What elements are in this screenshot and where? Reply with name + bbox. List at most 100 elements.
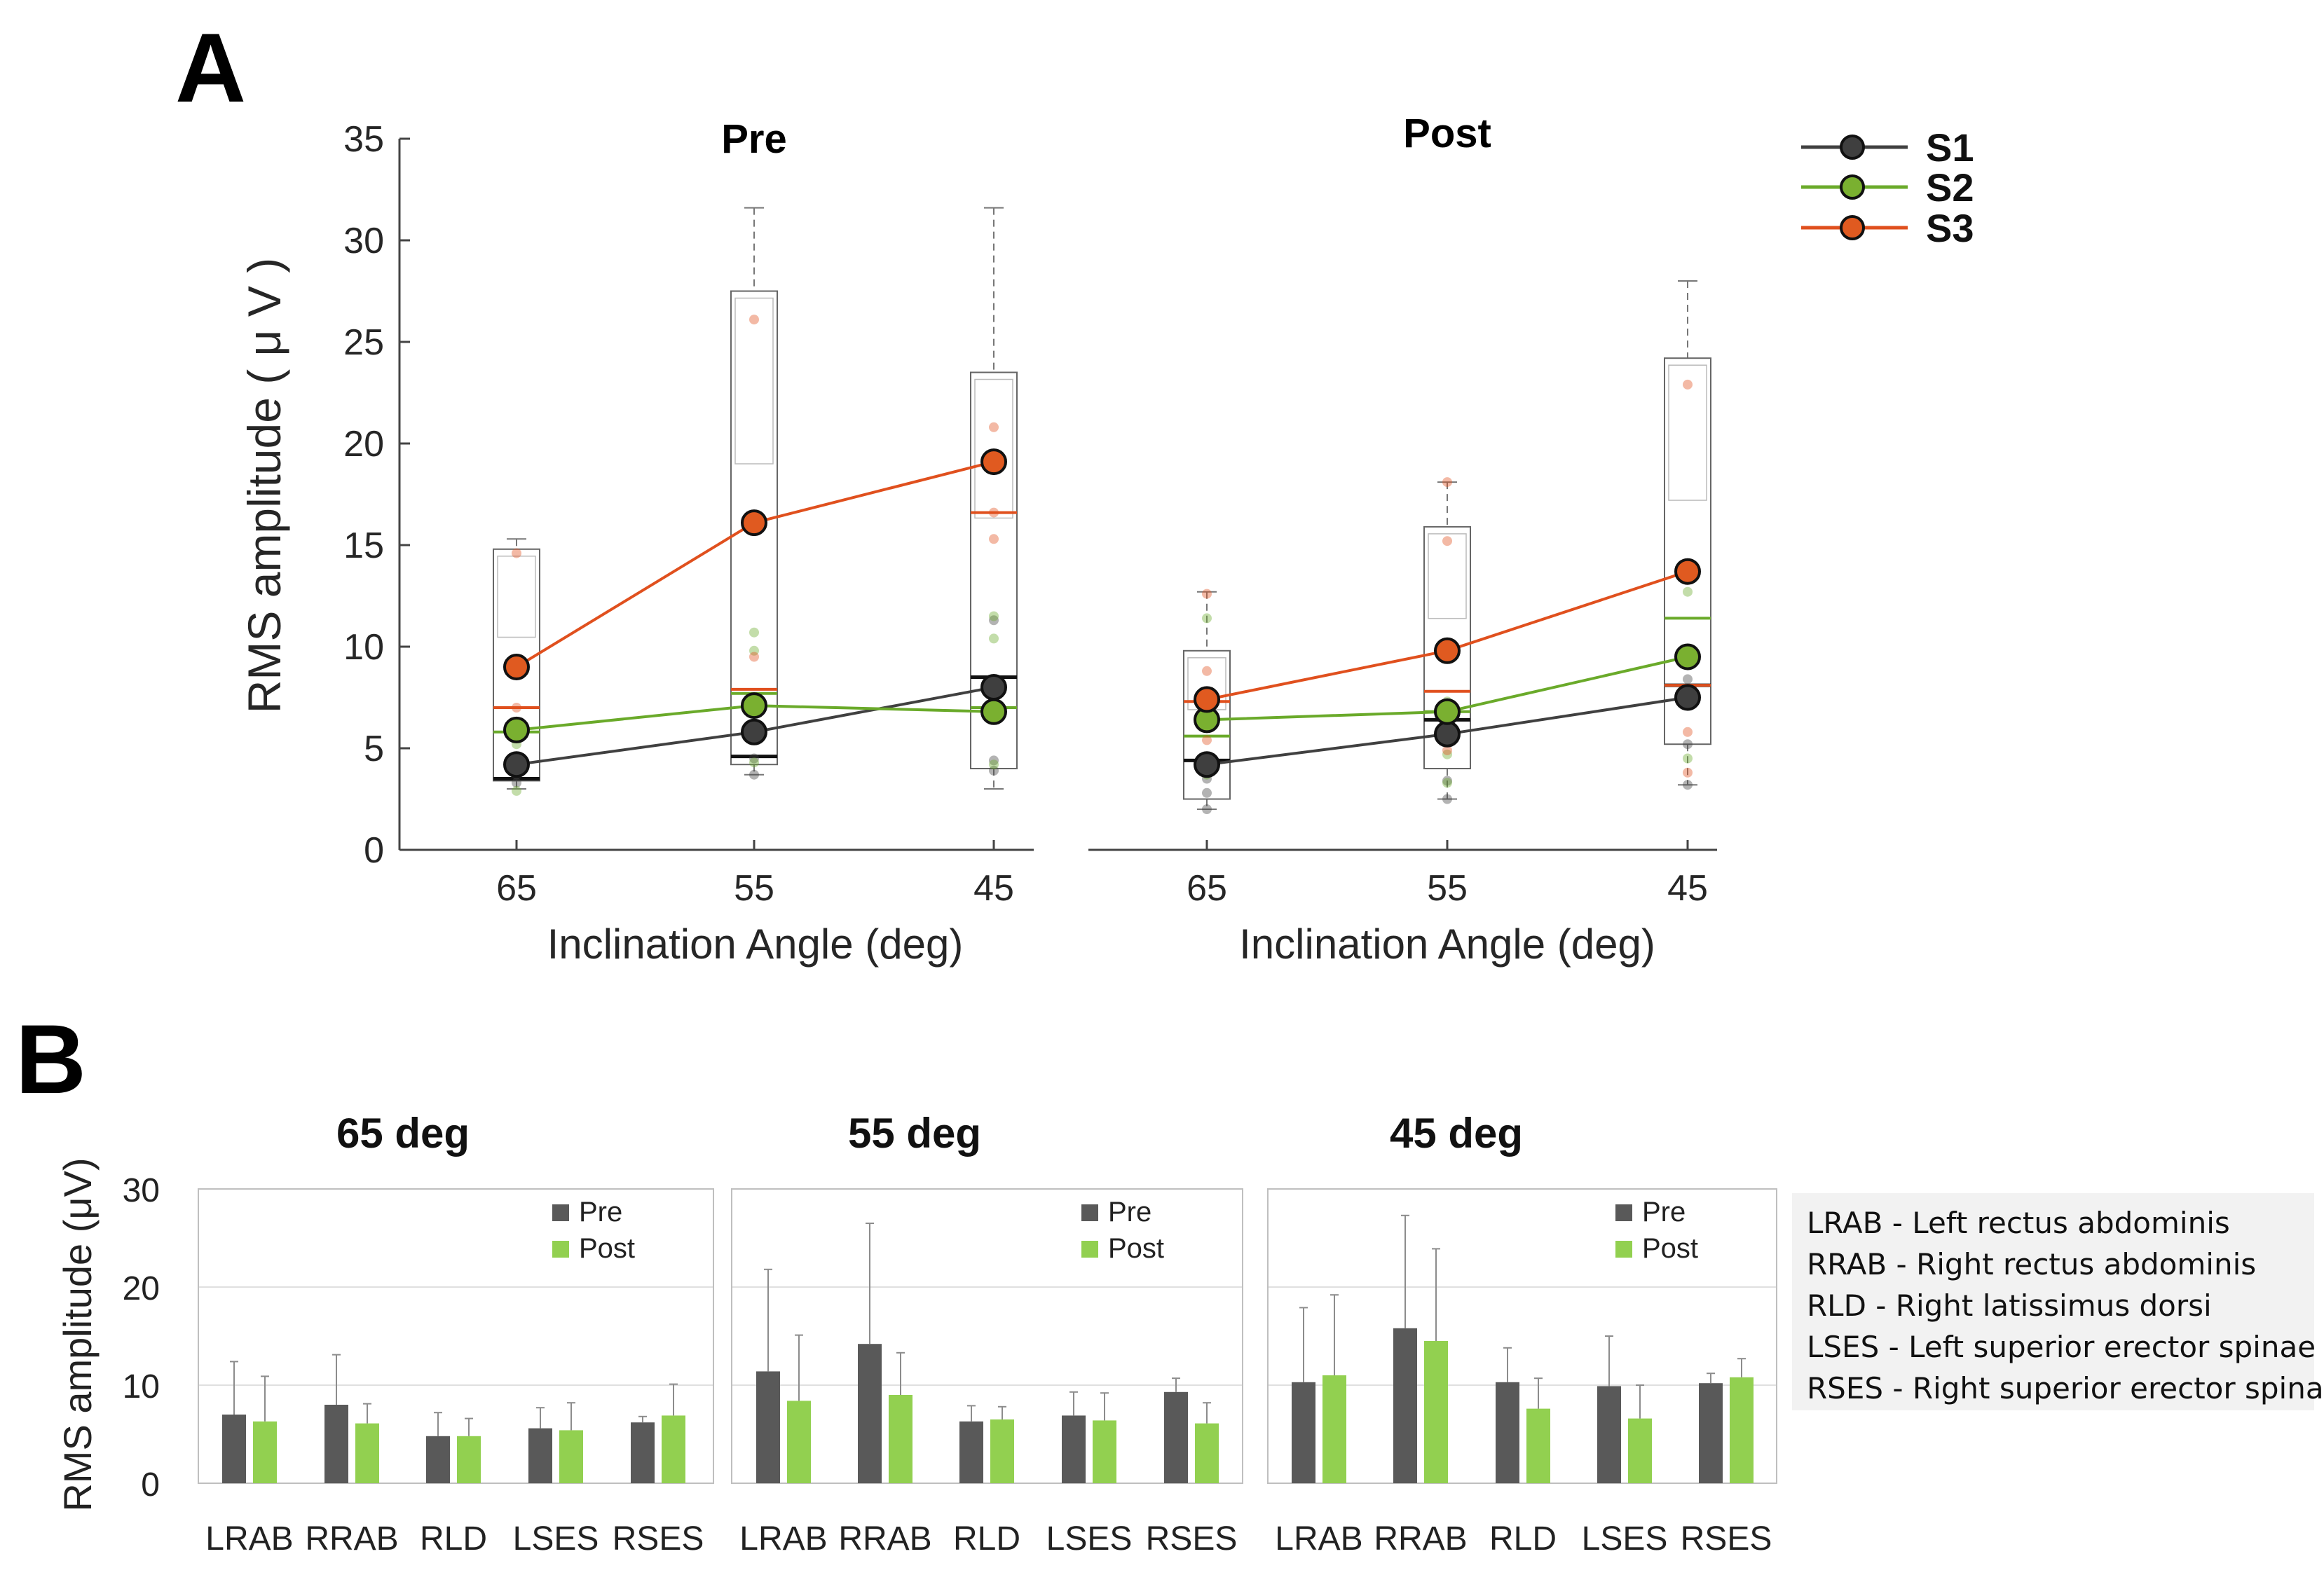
x-tick-label: LSES (1582, 1520, 1668, 1557)
data-point-s3 (1442, 745, 1452, 755)
panel-b-chart: 0 10 20 30 RMS amplitude (μV) 65 deg LRAB RRAB R… (55, 1110, 2324, 1557)
data-point-s3 (989, 507, 999, 518)
bar-pre (1699, 1383, 1723, 1483)
x-tick-label: RRAB (838, 1520, 931, 1557)
abbreviation-box-bg (1792, 1193, 2314, 1410)
mean-marker-s3 (1674, 558, 1701, 585)
data-point-s1 (1442, 776, 1452, 786)
y-tick-label: 10 (123, 1368, 160, 1405)
box-outline (1423, 525, 1471, 770)
legend-label-pre: Pre (579, 1197, 622, 1227)
bar-post (253, 1421, 277, 1483)
bar-post (1730, 1377, 1754, 1483)
box-outline (1183, 649, 1231, 800)
bar-pre (1393, 1328, 1417, 1483)
subplot-title: Pre (721, 116, 787, 162)
legend-swatch-pre (1615, 1204, 1632, 1221)
x-axis-title: Inclination Angle (deg) (1239, 921, 1655, 968)
mean-marker-s1 (741, 718, 767, 745)
bar-post (662, 1415, 685, 1483)
bar-subplot: 45 deg LRAB RRAB RLD LSES RSES Pre Post (1267, 1110, 1777, 1557)
box-inner (1428, 533, 1467, 619)
x-tick-label: LRAB (205, 1520, 293, 1557)
mean-marker-s1 (980, 674, 1007, 701)
y-tick-label: 5 (364, 729, 384, 769)
data-point-s2 (512, 785, 521, 796)
box-inner (1668, 364, 1707, 501)
bar-post (889, 1395, 912, 1483)
subplot-title: 55 deg (848, 1110, 981, 1157)
subplot-title: Post (1403, 111, 1491, 156)
x-axis-title: Inclination Angle (deg) (547, 921, 964, 968)
data-point-s3 (1442, 536, 1452, 546)
data-point-s2 (749, 627, 759, 638)
x-tick-label: RSES (1681, 1520, 1772, 1557)
bar-pre (858, 1344, 882, 1483)
x-tick-label: 65 (1187, 868, 1227, 909)
data-point-s1 (989, 615, 999, 626)
data-point-s2 (1683, 753, 1693, 764)
mean-marker-s3 (1194, 686, 1220, 713)
data-point-s3 (1683, 767, 1693, 778)
y-tick-label: 25 (343, 322, 384, 363)
mean-marker-s3 (1434, 637, 1461, 664)
legend-swatch-post (1081, 1241, 1098, 1258)
legend-marker-s3 (1840, 215, 1865, 240)
legend-marker-s1 (1840, 135, 1865, 160)
y-tick-label: 15 (343, 525, 384, 566)
data-point-s3 (1202, 589, 1212, 599)
data-point-s1 (1683, 780, 1693, 790)
mean-marker-s2 (741, 692, 767, 720)
data-point-s2 (749, 645, 759, 656)
bar-pre (528, 1428, 552, 1483)
data-point-s1 (989, 765, 999, 776)
x-tick-label: RSES (613, 1520, 704, 1557)
legend-label-pre: Pre (1108, 1197, 1151, 1227)
y-axis-title: RMS amplitude (μV) (55, 1157, 100, 1511)
legend-label-s2: S2 (1926, 165, 1974, 209)
y-tick-label: 30 (343, 221, 384, 261)
x-tick-label: LSES (513, 1520, 599, 1557)
data-point-s2 (989, 759, 999, 770)
x-tick-label: RLD (420, 1520, 487, 1557)
data-point-s2 (749, 757, 759, 768)
legend-label-post: Post (579, 1233, 635, 1264)
y-tick-label: 30 (123, 1172, 160, 1209)
data-point-s1 (749, 769, 759, 780)
bar-post (1322, 1375, 1346, 1483)
data-point-s3 (1683, 379, 1693, 390)
panel-b-label: B (15, 1004, 86, 1114)
bar-pre (959, 1421, 983, 1483)
mean-marker-s1 (503, 751, 530, 778)
x-tick-label: 45 (1667, 868, 1708, 909)
y-tick-label: 0 (364, 830, 384, 871)
data-point-s3 (1442, 477, 1452, 488)
bar-pre (324, 1405, 348, 1483)
mean-marker-s3 (980, 448, 1007, 476)
legend-label-s1: S1 (1926, 125, 1974, 170)
x-tick-label: 45 (973, 868, 1014, 909)
plot-frame (1267, 1188, 1777, 1484)
x-tick-label: RRAB (1374, 1520, 1467, 1557)
x-tick-label: LSES (1046, 1520, 1133, 1557)
legend-swatch-post (552, 1241, 569, 1258)
box-inner (974, 378, 1013, 519)
data-point-s3 (1202, 735, 1212, 745)
x-tick-label: 55 (1427, 868, 1468, 909)
bar-post (1195, 1423, 1219, 1483)
y-tick-label: 20 (123, 1270, 160, 1307)
bar-post (1093, 1420, 1116, 1483)
subplot-title: 45 deg (1390, 1110, 1523, 1157)
data-point-s1 (512, 778, 521, 788)
legend-label-s3: S3 (1926, 206, 1974, 250)
mean-marker-s2 (1674, 643, 1701, 670)
plot-frame (731, 1188, 1243, 1484)
bar-pre (222, 1415, 246, 1483)
y-axis-title: RMS amplitude ( μ V ) (238, 258, 290, 714)
legend-swatch-post (1615, 1241, 1632, 1258)
panel-a-label: A (175, 13, 246, 123)
abbreviation-text: RLD - Right latissimus dorsi (1807, 1288, 2212, 1323)
bar-post (1628, 1418, 1652, 1483)
box-plot (1664, 280, 1711, 790)
data-point-s2 (989, 633, 999, 644)
